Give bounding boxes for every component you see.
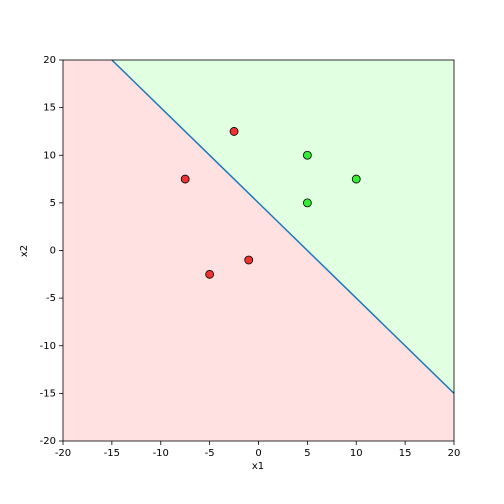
x-tick-label: -15 (104, 448, 120, 459)
x-tick-label: 5 (304, 448, 310, 459)
data-point (351, 174, 361, 184)
x-tick-label: 20 (448, 448, 461, 459)
decision-boundary (111, 59, 455, 394)
y-tick-label: -15 (40, 388, 56, 399)
data-point (302, 198, 312, 208)
y-tick-label: -5 (46, 293, 56, 304)
data-point (180, 174, 190, 184)
y-tick-label: 10 (43, 150, 56, 161)
x-tick-label: -10 (153, 448, 169, 459)
y-axis-label: x2 (19, 245, 30, 257)
x-tick-label: -20 (55, 448, 71, 459)
y-tick-label: 15 (43, 103, 56, 114)
x-axis-label: x1 (252, 461, 264, 472)
y-tick-label: 20 (43, 55, 56, 66)
x-tick-label: 10 (350, 448, 363, 459)
y-tick-label: -10 (40, 341, 56, 352)
data-point (244, 255, 254, 265)
y-tick-label: 0 (50, 246, 56, 257)
x-tick-label: 0 (255, 448, 261, 459)
x-tick-label: -5 (205, 448, 215, 459)
y-tick-label: 5 (50, 198, 56, 209)
x-tick-label: 15 (399, 448, 412, 459)
data-point (205, 269, 215, 279)
data-point (229, 127, 239, 136)
data-point (302, 150, 312, 160)
y-tick-label: -20 (40, 436, 56, 447)
decision-region (63, 60, 454, 441)
